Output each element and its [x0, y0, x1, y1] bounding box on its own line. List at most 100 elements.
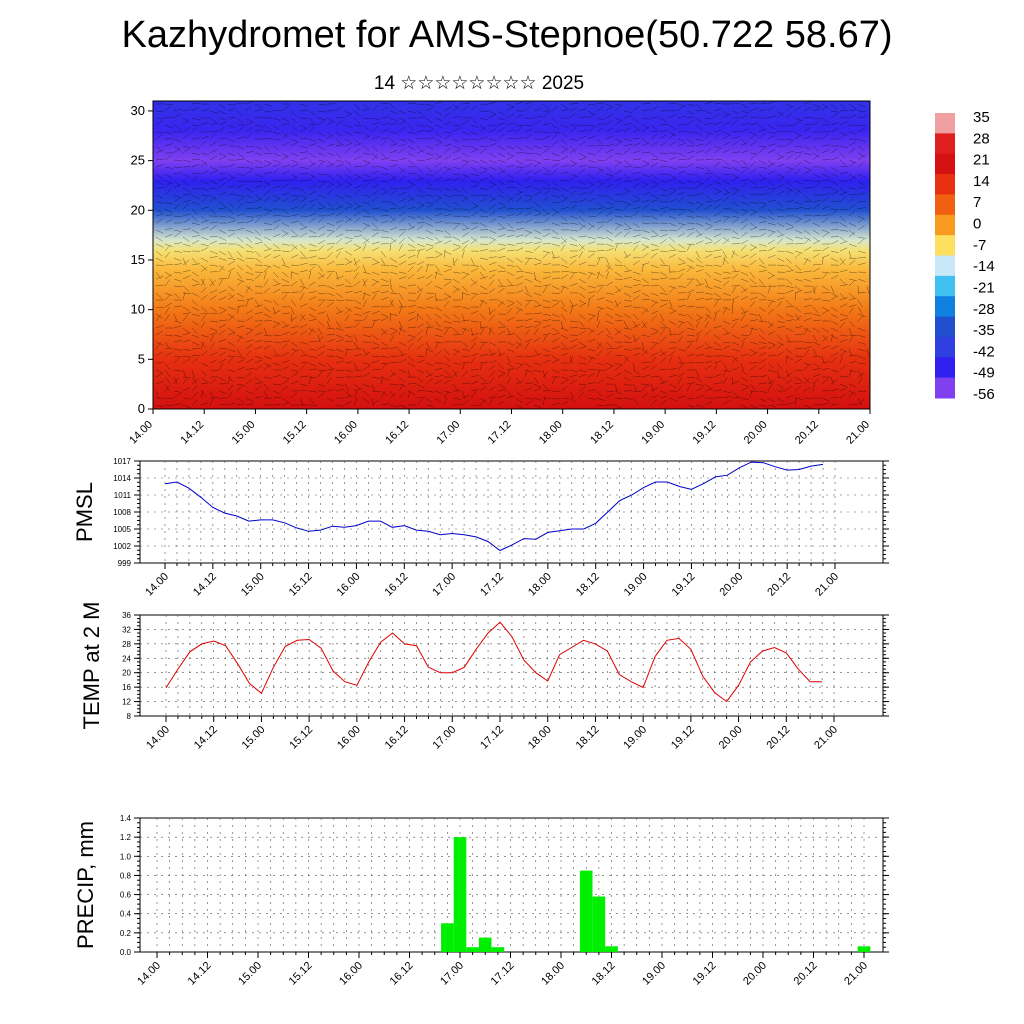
- pmsl-x-tick-label: 21.00: [813, 571, 841, 599]
- colorbar-label: 35: [973, 109, 990, 126]
- precip-frame: [139, 817, 884, 953]
- temperature-field: [153, 101, 870, 409]
- precip-y-tick-label: 0.0: [120, 948, 132, 957]
- pmsl-x-tick-label: 19.12: [670, 571, 698, 599]
- colorbar-swatch: [935, 336, 955, 358]
- pmsl-series-line: [164, 461, 824, 552]
- colorbar-swatch: [935, 214, 955, 236]
- heatmap-x-tick-label: 14.00: [127, 419, 155, 447]
- colorbar-swatch: [935, 174, 955, 195]
- heatmap-y-tick-label: 10: [131, 302, 145, 317]
- precip-y-tick-label: 1.2: [120, 833, 132, 842]
- pmsl-y-tick-label: 1005: [113, 525, 131, 534]
- temp-x-tick-label: 17.00: [430, 724, 458, 752]
- colorbar-swatch: [935, 133, 955, 155]
- heatmap-x-tick-label: 18.12: [588, 419, 616, 447]
- precip-x-tick-label: 16.12: [388, 960, 416, 988]
- precip-x-tick-label: 15.12: [287, 960, 315, 988]
- precip-x-tick-label: 19.12: [691, 960, 719, 988]
- colorbar-label: -42: [973, 343, 995, 360]
- pmsl-x-tick-label: 18.12: [574, 571, 602, 599]
- temp-y-tick-label: 8: [127, 712, 132, 721]
- heatmap-x-tick-label: 20.12: [793, 419, 821, 447]
- temp-y-tick-label: 20: [122, 669, 131, 678]
- pmsl-y-tick-label: 1008: [113, 508, 131, 517]
- colorbar-swatch: [935, 113, 955, 134]
- precip-x-tick-label: 19.00: [640, 960, 668, 988]
- temp-grid: [140, 615, 883, 716]
- pmsl-x-tick-label: 19.00: [622, 571, 650, 599]
- pmsl-x-tick-label: 15.00: [239, 571, 267, 599]
- precip-x-tick-label: 18.12: [590, 960, 618, 988]
- temp-x-tick-label: 19.00: [621, 724, 649, 752]
- pmsl-grid: [140, 461, 883, 563]
- chart-title: Kazhydromet for AMS-Stepnoe(50.722 58.67…: [121, 14, 893, 56]
- colorbar-swatch: [935, 377, 955, 399]
- temp-y-tick-label: 32: [122, 625, 131, 634]
- heatmap-x-tick-label: 17.00: [434, 419, 462, 447]
- temp-panel: 8 12 16 20 24 28 32 36 14.00 14.12 15.00 15.12 16.00…: [79, 602, 889, 752]
- heatmap-y-tick-label: 30: [131, 103, 145, 118]
- temp-x-tick-label: 18.12: [574, 724, 602, 752]
- pmsl-x-tick-label: 14.00: [143, 571, 171, 599]
- pmsl-x-tick-label: 14.12: [191, 571, 219, 599]
- pmsl-y-tick-label: 1002: [113, 542, 131, 551]
- precip-x-tick-label: 14.00: [135, 960, 163, 988]
- precip-y-tick-label: 0.2: [120, 929, 132, 938]
- heatmap-x-tick-label: 16.12: [383, 419, 411, 447]
- colorbar-label: -49: [973, 365, 995, 382]
- heatmap-y-tick-label: 25: [131, 153, 145, 168]
- colorbar-swatch: [935, 255, 955, 277]
- pmsl-x-tick-label: 20.00: [717, 571, 745, 599]
- precip-bar: [579, 870, 593, 952]
- colorbar-swatch: [935, 357, 955, 379]
- temp-x-tick-label: 16.00: [335, 724, 363, 752]
- pmsl-y-tick-label: 1017: [113, 457, 131, 466]
- colorbar-label: 14: [973, 173, 990, 190]
- temp-series-line: [165, 621, 823, 703]
- colorbar-swatch: [935, 275, 955, 297]
- pmsl-x-tick-label: 17.12: [478, 571, 506, 599]
- colorbar-label: -14: [973, 258, 995, 275]
- precip-bar: [453, 837, 467, 952]
- chart-subtitle: 14 ☆☆☆☆☆☆☆☆ 2025: [373, 73, 585, 94]
- temp-frame: [139, 614, 884, 717]
- precip-y-tick-label: 0.4: [120, 910, 132, 919]
- colorbar-label: 28: [973, 130, 990, 147]
- temp-y-tick-label: 28: [122, 640, 131, 649]
- temp-x-tick-label: 20.12: [764, 724, 792, 752]
- pmsl-y-tick-label: 1014: [113, 474, 131, 483]
- precip-bar: [857, 946, 871, 952]
- colorbar-label: -7: [973, 237, 986, 254]
- precip-grid: [140, 818, 883, 952]
- heatmap-y-tick-label: 5: [138, 351, 145, 366]
- precip-y-tick-label: 0.6: [120, 891, 132, 900]
- precip-x-tick-label: 18.00: [539, 960, 567, 988]
- heatmap-x-tick-label: 18.00: [537, 419, 565, 447]
- pmsl-y-tick-label: 999: [118, 559, 132, 568]
- precip-x-tick-label: 14.12: [186, 960, 214, 988]
- temp-y-tick-label: 12: [122, 698, 131, 707]
- precip-x-tick-label: 16.00: [337, 960, 365, 988]
- temp-y-tick-label: 16: [122, 683, 131, 692]
- temp-x-tick-label: 19.12: [669, 724, 697, 752]
- precip-bar: [441, 923, 454, 952]
- precip-bar: [605, 946, 618, 952]
- precip-x-tick-label: 21.00: [842, 960, 870, 988]
- heatmap-x-tick-label: 19.00: [639, 419, 667, 447]
- colorbar-label: -28: [973, 301, 995, 318]
- precip-y-tick-label: 1.4: [120, 814, 132, 823]
- pmsl-x-tick-label: 17.00: [430, 571, 458, 599]
- colorbar-swatch: [935, 316, 955, 338]
- pmsl-x-tick-label: 15.12: [287, 571, 315, 599]
- pmsl-x-tick-label: 16.12: [382, 571, 410, 599]
- heatmap-y-tick-label: 15: [131, 252, 145, 267]
- heatmap-x-tick-label: 15.12: [281, 419, 309, 447]
- precip-x-tick-label: 20.12: [792, 960, 820, 988]
- pmsl-x-tick-label: 20.12: [765, 571, 793, 599]
- temp-y-tick-label: 24: [122, 654, 131, 663]
- heatmap-x-tick-label: 17.12: [486, 419, 514, 447]
- temp-x-tick-label: 15.12: [287, 724, 315, 752]
- pmsl-axis-title: PMSL: [72, 482, 97, 542]
